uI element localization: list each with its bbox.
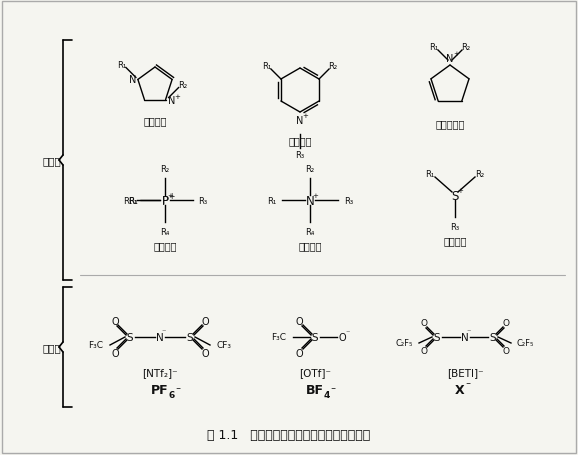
Text: R₃: R₃ — [344, 196, 353, 205]
Text: R₁: R₁ — [128, 196, 138, 205]
Text: R₁: R₁ — [123, 196, 132, 205]
Text: +: + — [453, 51, 459, 57]
Text: O: O — [201, 316, 209, 326]
Text: C₂F₅: C₂F₅ — [395, 339, 413, 348]
Text: O: O — [295, 348, 303, 358]
Text: N: N — [446, 54, 454, 64]
Text: +: + — [168, 191, 174, 200]
Text: R₁: R₁ — [262, 61, 272, 71]
Text: [BETI]⁻: [BETI]⁻ — [447, 367, 483, 377]
Text: 吡啶盐型: 吡啶盐型 — [288, 136, 312, 146]
Text: N: N — [129, 75, 136, 85]
Text: PF: PF — [151, 384, 169, 397]
Text: 吡咯烷盐型: 吡咯烷盐型 — [435, 119, 465, 129]
Text: P: P — [162, 196, 168, 206]
Text: S: S — [312, 332, 318, 342]
Text: S: S — [187, 332, 193, 342]
Text: +: + — [312, 192, 318, 198]
Text: N: N — [297, 116, 303, 126]
Text: O: O — [502, 347, 509, 356]
Text: R₃: R₃ — [295, 150, 305, 159]
Text: R₄: R₄ — [160, 228, 170, 237]
Text: ⁻: ⁻ — [162, 327, 166, 336]
Text: N: N — [156, 332, 164, 342]
Text: R₃: R₃ — [198, 196, 207, 205]
Text: S: S — [451, 189, 459, 202]
Text: 4: 4 — [324, 391, 330, 399]
Text: R₂: R₂ — [476, 169, 484, 178]
Text: BF: BF — [306, 384, 324, 397]
Text: R₁: R₁ — [128, 196, 138, 205]
Text: 叔硫盐型: 叔硫盐型 — [443, 236, 467, 245]
Text: +: + — [302, 113, 308, 119]
Text: R₂: R₂ — [461, 42, 470, 51]
Text: O: O — [111, 316, 119, 326]
Text: R₁: R₁ — [425, 169, 435, 178]
Text: ⁻: ⁻ — [331, 385, 336, 395]
Text: N: N — [461, 332, 469, 342]
Text: X: X — [455, 384, 465, 397]
Text: R₁: R₁ — [429, 42, 439, 51]
Text: S: S — [490, 332, 497, 342]
Text: [NTf₂]⁻: [NTf₂]⁻ — [142, 367, 178, 377]
Text: 季铵盐型: 季铵盐型 — [298, 241, 322, 250]
Text: ⁻: ⁻ — [465, 380, 470, 390]
Text: R₂: R₂ — [161, 165, 169, 174]
Text: R₂: R₂ — [328, 61, 338, 71]
Text: ⁻: ⁻ — [176, 385, 180, 395]
Text: R₂: R₂ — [305, 165, 314, 174]
Text: 阳离子: 阳离子 — [43, 156, 61, 166]
Text: [OTf]⁻: [OTf]⁻ — [299, 367, 331, 377]
Text: N: N — [168, 96, 175, 105]
Text: F₃C: F₃C — [271, 333, 286, 342]
Text: ⁻: ⁻ — [467, 327, 471, 336]
Text: S: S — [434, 332, 440, 342]
Text: 图 1.1   组成离子液体的常见阳离子和阴离子: 图 1.1 组成离子液体的常见阳离子和阴离子 — [208, 429, 370, 441]
Text: O: O — [502, 319, 509, 328]
Text: R₄: R₄ — [305, 228, 314, 237]
Text: +: + — [457, 187, 463, 193]
Text: O: O — [111, 348, 119, 358]
Text: F₃C: F₃C — [88, 341, 103, 350]
Text: O: O — [421, 347, 428, 356]
Text: S: S — [127, 332, 134, 342]
Text: 咪唑盐型: 咪唑盐型 — [143, 116, 166, 126]
Text: R₁: R₁ — [267, 196, 276, 205]
Text: O: O — [295, 316, 303, 326]
Text: ⁻: ⁻ — [346, 328, 350, 337]
Text: C₂F₅: C₂F₅ — [517, 339, 535, 348]
Text: 季磷盐型: 季磷盐型 — [153, 241, 177, 250]
Text: +: + — [175, 93, 180, 99]
Text: R₂: R₂ — [178, 81, 187, 90]
Text: R₃: R₃ — [450, 222, 460, 232]
Text: +: + — [167, 192, 173, 198]
Text: P: P — [161, 194, 169, 207]
Text: R₁: R₁ — [117, 61, 127, 70]
Text: O: O — [338, 332, 346, 342]
Text: CF₃: CF₃ — [217, 341, 232, 350]
Text: 阴离子: 阴离子 — [43, 342, 61, 352]
Text: N: N — [306, 194, 314, 207]
Text: O: O — [421, 319, 428, 328]
Text: O: O — [201, 348, 209, 358]
Text: 6: 6 — [169, 391, 175, 399]
